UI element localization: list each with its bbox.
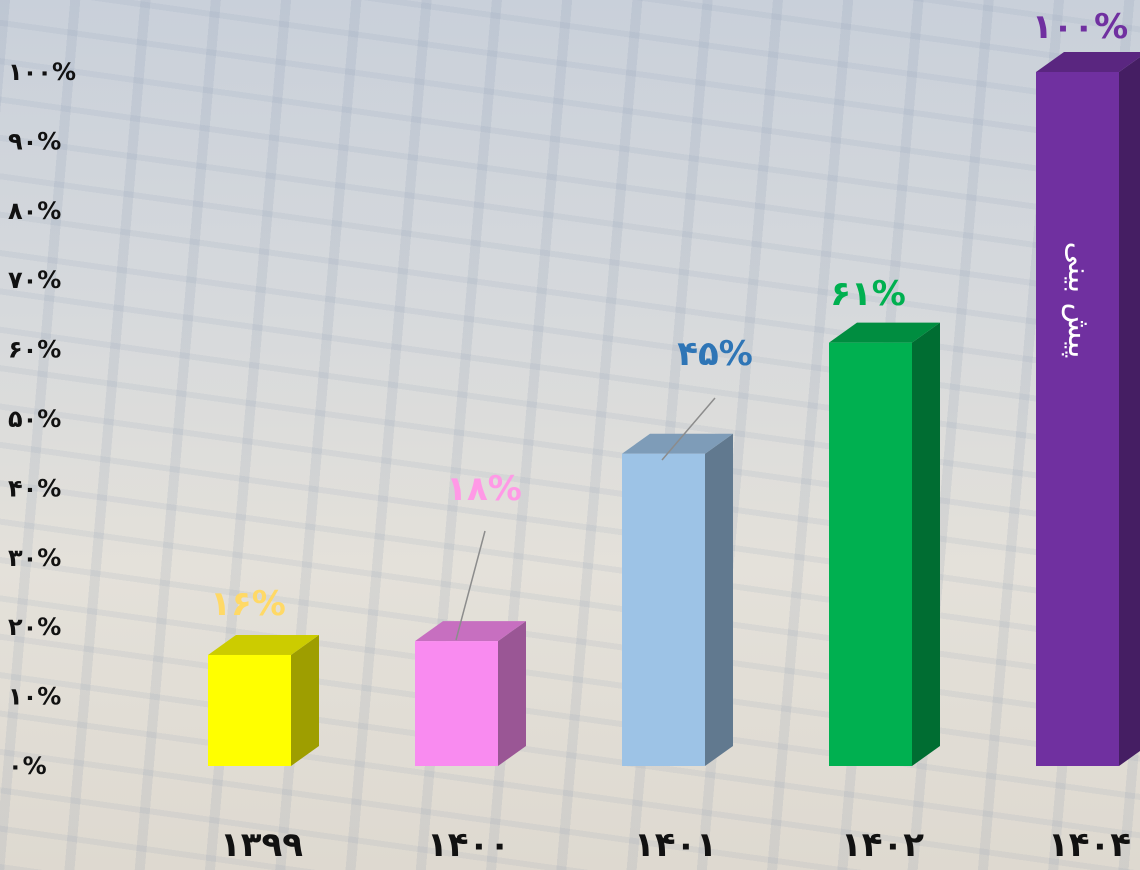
data-label: ۶۱%: [830, 274, 906, 314]
bar: [415, 641, 498, 766]
y-tick-label: ۴۰%: [8, 474, 61, 502]
bar-top: [208, 634, 319, 655]
x-tick-label: ۱۳۹۹: [220, 825, 303, 865]
x-tick-label: ۱۴۰۰: [427, 825, 510, 865]
bar: [208, 654, 291, 766]
y-tick-label: ۲۰%: [8, 613, 61, 641]
bar: [829, 342, 912, 766]
x-tick-label: ۱۴۰۲: [841, 825, 924, 865]
data-label: ۱۶%: [210, 584, 286, 624]
bar-side: [705, 433, 733, 766]
bar-top: [829, 322, 940, 343]
y-tick-label: ۱۰%: [8, 683, 61, 711]
data-label: ۱۰۰%: [1032, 7, 1128, 47]
bar-top: [1036, 52, 1140, 72]
bar-side: [912, 322, 940, 766]
x-tick-label: ۱۴۰۴: [1048, 825, 1131, 865]
y-tick-label: ۳۰%: [8, 544, 61, 572]
bar-side: [1119, 57, 1140, 766]
bar-annotation: پیش بینی: [1061, 242, 1096, 359]
bar: [622, 453, 705, 766]
y-tick-label: ۷۰%: [8, 266, 61, 294]
data-label: ۱۸%: [446, 469, 522, 509]
bar-top: [415, 621, 526, 642]
y-tick-label: ۹۰%: [8, 127, 61, 155]
leader-line: [455, 530, 486, 641]
leader-line: [661, 397, 716, 461]
y-tick-label: ۸۰%: [8, 197, 61, 225]
y-tick-label: ۱۰۰%: [8, 58, 76, 86]
bar-side: [291, 634, 319, 766]
y-tick-label: ۶۰%: [8, 336, 61, 364]
x-tick-label: ۱۴۰۱: [634, 825, 717, 865]
bar-top: [622, 433, 733, 454]
bar: [1036, 72, 1119, 766]
data-label: ۴۵%: [677, 334, 753, 374]
y-tick-label: ۰%: [8, 752, 47, 780]
bar-side: [498, 621, 526, 766]
y-tick-label: ۵۰%: [8, 405, 61, 433]
